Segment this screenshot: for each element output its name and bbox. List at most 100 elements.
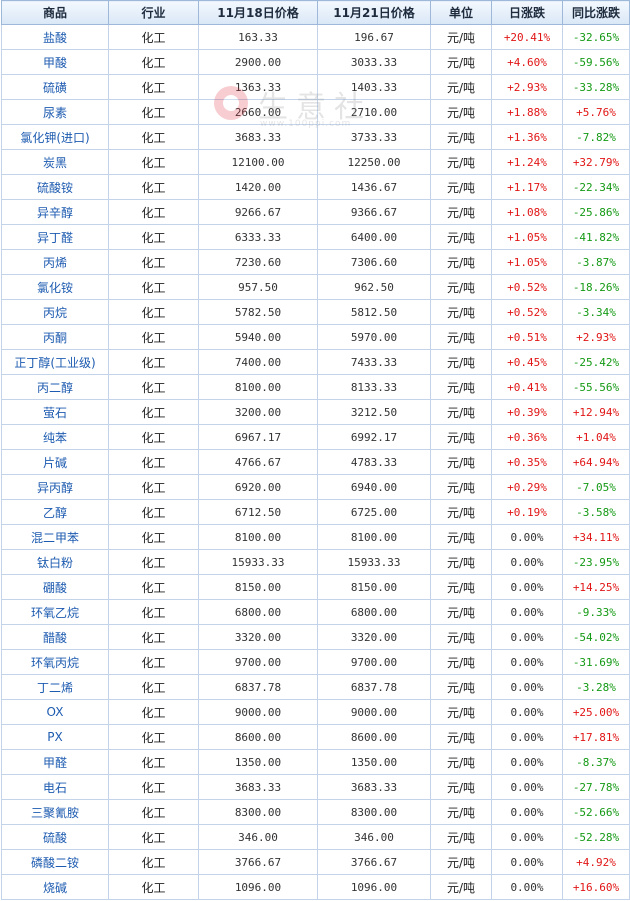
commodity-link[interactable]: 硼酸	[1, 574, 109, 600]
commodity-link[interactable]: PX	[1, 724, 109, 750]
industry-cell: 化工	[108, 699, 199, 725]
unit-cell: 元/吨	[430, 824, 492, 850]
table-row: 丙二醇 化工 8100.00 8133.33 元/吨 +0.41% -55.56%	[1, 374, 630, 400]
commodity-link[interactable]: 正丁醇(工业级)	[1, 349, 109, 375]
unit-cell: 元/吨	[430, 874, 492, 900]
commodity-link[interactable]: 硫酸	[1, 824, 109, 850]
industry-cell: 化工	[108, 874, 199, 900]
commodity-link[interactable]: 烧碱	[1, 874, 109, 900]
price-nov18-cell: 9000.00	[198, 699, 318, 725]
industry-cell: 化工	[108, 449, 199, 475]
commodity-link[interactable]: 异丙醇	[1, 474, 109, 500]
table-row: OX 化工 9000.00 9000.00 元/吨 0.00% +25.00%	[1, 699, 630, 725]
commodity-link[interactable]: 异丁醛	[1, 224, 109, 250]
commodity-link[interactable]: 尿素	[1, 99, 109, 125]
table-row: 乙醇 化工 6712.50 6725.00 元/吨 +0.19% -3.58%	[1, 499, 630, 525]
commodity-link[interactable]: 磷酸二铵	[1, 849, 109, 875]
commodity-link[interactable]: 混二甲苯	[1, 524, 109, 550]
commodity-link[interactable]: 丁二烯	[1, 674, 109, 700]
commodity-link[interactable]: 氯化钾(进口)	[1, 124, 109, 150]
commodity-link[interactable]: 环氧丙烷	[1, 649, 109, 675]
header-price-nov21[interactable]: 11月21日价格	[317, 0, 431, 25]
table-row: 磷酸二铵 化工 3766.67 3766.67 元/吨 0.00% +4.92%	[1, 849, 630, 875]
daily-change-cell: +20.41%	[491, 24, 563, 50]
table-row: 混二甲苯 化工 8100.00 8100.00 元/吨 0.00% +34.11%	[1, 524, 630, 550]
commodity-link[interactable]: 萤石	[1, 399, 109, 425]
commodity-link[interactable]: 丙酮	[1, 324, 109, 350]
commodity-link[interactable]: 纯苯	[1, 424, 109, 450]
commodity-link[interactable]: 环氧乙烷	[1, 599, 109, 625]
commodity-link[interactable]: 甲酸	[1, 49, 109, 75]
commodity-link[interactable]: 盐酸	[1, 24, 109, 50]
daily-change-cell: +1.36%	[491, 124, 563, 150]
yoy-change-cell: +16.60%	[562, 874, 630, 900]
industry-cell: 化工	[108, 574, 199, 600]
daily-change-cell: +0.36%	[491, 424, 563, 450]
commodity-link[interactable]: OX	[1, 699, 109, 725]
commodity-link[interactable]: 丙二醇	[1, 374, 109, 400]
commodity-link[interactable]: 片碱	[1, 449, 109, 475]
industry-cell: 化工	[108, 399, 199, 425]
price-nov21-cell: 1096.00	[317, 874, 431, 900]
yoy-change-cell: -25.42%	[562, 349, 630, 375]
unit-cell: 元/吨	[430, 649, 492, 675]
commodity-link[interactable]: 醋酸	[1, 624, 109, 650]
yoy-change-cell: +1.04%	[562, 424, 630, 450]
price-nov21-cell: 3212.50	[317, 399, 431, 425]
daily-change-cell: +2.93%	[491, 74, 563, 100]
commodity-link[interactable]: 丙烯	[1, 249, 109, 275]
table-row: 异丁醛 化工 6333.33 6400.00 元/吨 +1.05% -41.82%	[1, 224, 630, 250]
header-industry[interactable]: 行业	[108, 0, 199, 25]
price-nov21-cell: 346.00	[317, 824, 431, 850]
commodity-link[interactable]: 硫酸铵	[1, 174, 109, 200]
table-row: 片碱 化工 4766.67 4783.33 元/吨 +0.35% +64.94%	[1, 449, 630, 475]
header-daily-change[interactable]: 日涨跌	[491, 0, 563, 25]
unit-cell: 元/吨	[430, 349, 492, 375]
commodity-link[interactable]: 乙醇	[1, 499, 109, 525]
unit-cell: 元/吨	[430, 849, 492, 875]
daily-change-cell: 0.00%	[491, 549, 563, 575]
header-unit[interactable]: 单位	[430, 0, 492, 25]
industry-cell: 化工	[108, 799, 199, 825]
header-yoy-change[interactable]: 同比涨跌	[562, 0, 630, 25]
unit-cell: 元/吨	[430, 674, 492, 700]
industry-cell: 化工	[108, 49, 199, 75]
commodity-link[interactable]: 甲醛	[1, 749, 109, 775]
yoy-change-cell: -27.78%	[562, 774, 630, 800]
price-nov18-cell: 12100.00	[198, 149, 318, 175]
price-nov21-cell: 15933.33	[317, 549, 431, 575]
unit-cell: 元/吨	[430, 174, 492, 200]
daily-change-cell: 0.00%	[491, 824, 563, 850]
header-price-nov18[interactable]: 11月18日价格	[198, 0, 318, 25]
price-nov21-cell: 8100.00	[317, 524, 431, 550]
table-row: 硫酸 化工 346.00 346.00 元/吨 0.00% -52.28%	[1, 824, 630, 850]
commodity-link[interactable]: 电石	[1, 774, 109, 800]
commodity-link[interactable]: 氯化铵	[1, 274, 109, 300]
yoy-change-cell: +25.00%	[562, 699, 630, 725]
header-commodity[interactable]: 商品	[1, 0, 109, 25]
commodity-link[interactable]: 三聚氰胺	[1, 799, 109, 825]
table-row: 环氧丙烷 化工 9700.00 9700.00 元/吨 0.00% -31.69%	[1, 649, 630, 675]
commodity-link[interactable]: 钛白粉	[1, 549, 109, 575]
price-nov21-cell: 12250.00	[317, 149, 431, 175]
industry-cell: 化工	[108, 374, 199, 400]
industry-cell: 化工	[108, 424, 199, 450]
unit-cell: 元/吨	[430, 224, 492, 250]
unit-cell: 元/吨	[430, 49, 492, 75]
commodity-link[interactable]: 硫磺	[1, 74, 109, 100]
industry-cell: 化工	[108, 99, 199, 125]
daily-change-cell: +0.51%	[491, 324, 563, 350]
commodity-link[interactable]: 异辛醇	[1, 199, 109, 225]
unit-cell: 元/吨	[430, 249, 492, 275]
yoy-change-cell: -3.28%	[562, 674, 630, 700]
price-nov18-cell: 3766.67	[198, 849, 318, 875]
yoy-change-cell: -33.28%	[562, 74, 630, 100]
commodity-link[interactable]: 炭黑	[1, 149, 109, 175]
commodity-link[interactable]: 丙烷	[1, 299, 109, 325]
price-nov18-cell: 6712.50	[198, 499, 318, 525]
table-header-row: 商品 行业 11月18日价格 11月21日价格 单位 日涨跌 同比涨跌	[1, 0, 630, 25]
table-row: 硫磺 化工 1363.33 1403.33 元/吨 +2.93% -33.28%	[1, 74, 630, 100]
table-row: 丁二烯 化工 6837.78 6837.78 元/吨 0.00% -3.28%	[1, 674, 630, 700]
daily-change-cell: 0.00%	[491, 749, 563, 775]
